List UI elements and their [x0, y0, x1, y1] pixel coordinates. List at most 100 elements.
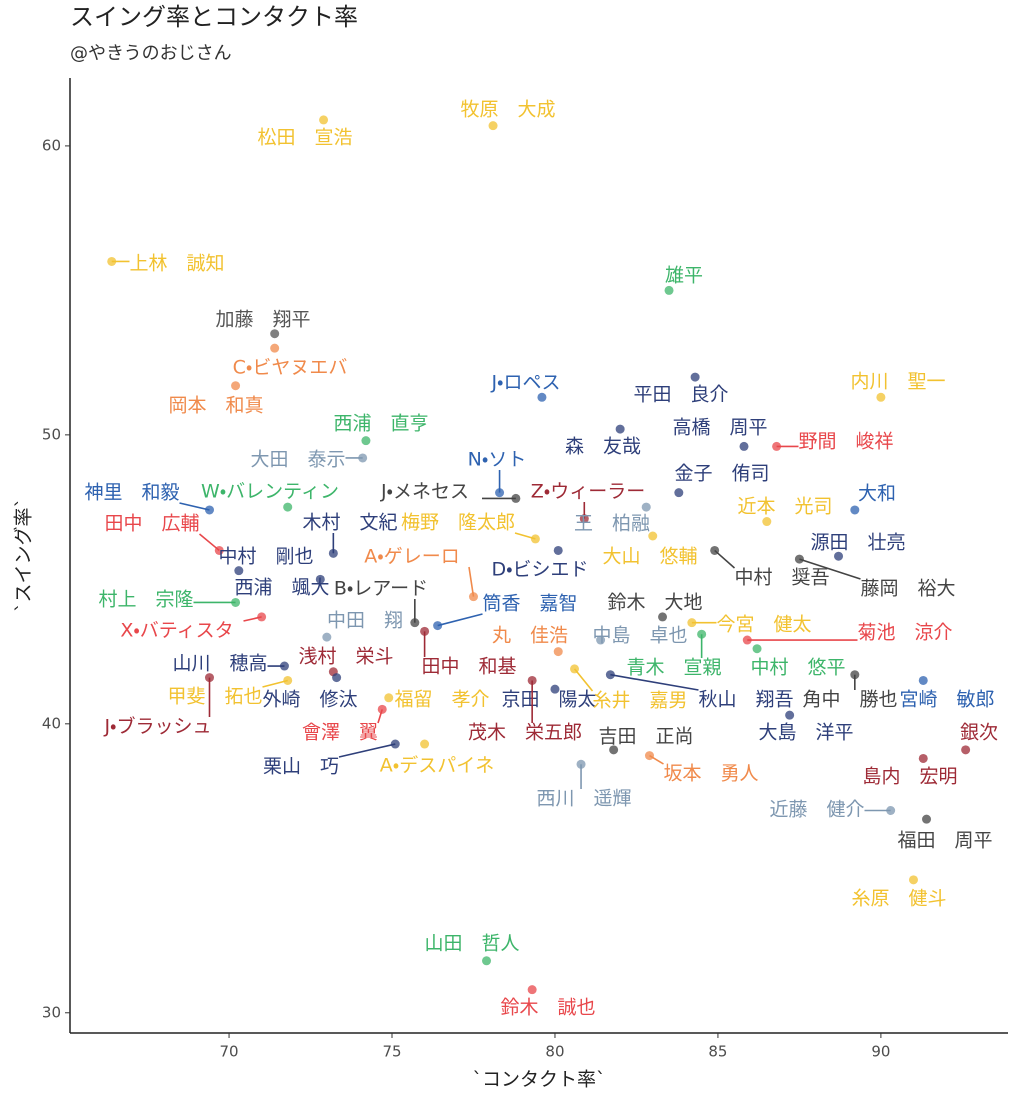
point-label: Z・ウィーラー [531, 481, 645, 503]
point-label: J・ブラッシュ [103, 715, 211, 738]
point-label: 西浦 直亨 [333, 413, 428, 435]
point-label: J・ロペス [490, 372, 560, 394]
point [886, 806, 896, 816]
point-label: 山田 哲人 [424, 933, 519, 955]
point [850, 670, 860, 680]
x-tick-label: 80 [545, 1043, 564, 1061]
point [687, 618, 697, 628]
leader-line [179, 502, 210, 511]
point-label: 銀次 [960, 722, 998, 744]
point [794, 554, 804, 564]
point [214, 545, 224, 555]
point-label: 西浦 颯大 [234, 577, 329, 599]
y-axis-label: `スイング率` [13, 498, 35, 612]
point-label: 源田 壮亮 [810, 532, 905, 554]
point [664, 285, 674, 295]
point-label: 秋山 翔吾 [698, 689, 793, 711]
point-label: 青木 宣親 [626, 657, 721, 679]
point [390, 739, 400, 749]
point [918, 753, 928, 763]
point-label: 大田 泰示 [250, 449, 345, 471]
point-label: 坂本 勇人 [663, 763, 758, 785]
point-label: 大和 [858, 483, 896, 505]
point-label: 菊池 涼介 [857, 622, 952, 644]
point-label: 糸原 健斗 [851, 888, 946, 910]
point-label: 中村 剛也 [218, 546, 313, 568]
point-label: 外崎 修汰 [262, 689, 357, 711]
point-label: 中島 卓也 [592, 625, 687, 647]
point [283, 675, 293, 685]
point-label: 藤岡 裕大 [860, 578, 955, 600]
point [918, 675, 928, 685]
point [361, 436, 371, 446]
point [527, 985, 537, 995]
point [648, 531, 658, 541]
point [553, 647, 563, 657]
x-tick-label: 70 [220, 1043, 239, 1061]
point [482, 956, 492, 966]
point-label: 野間 峻祥 [798, 431, 893, 453]
point [234, 566, 244, 576]
point [579, 514, 589, 524]
point-label: 浅村 栄斗 [298, 646, 393, 668]
point-label: 森 友哉 [565, 436, 641, 458]
point-label: 村上 宗隆 [98, 589, 193, 611]
point [279, 661, 289, 671]
point-label: 鈴木 誠也 [500, 997, 595, 1019]
y-tick-label: 60 [42, 136, 61, 154]
point [204, 505, 214, 515]
point-label: 内川 聖一 [850, 371, 945, 393]
point-label: X・バティスタ [120, 620, 233, 642]
point [609, 745, 619, 755]
leader-line [573, 668, 594, 692]
point-label: 平田 良介 [633, 384, 728, 406]
point-label: 近本 光司 [737, 496, 832, 518]
point [690, 372, 700, 382]
point-label: 梅野 隆太郎 [401, 512, 515, 534]
point [710, 545, 720, 555]
point [762, 517, 772, 527]
point [231, 597, 241, 607]
leader-line [799, 558, 861, 580]
point [742, 635, 752, 645]
point-label: 松田 宣浩 [257, 127, 352, 149]
point [332, 673, 342, 683]
point [570, 664, 580, 674]
point [319, 115, 329, 125]
point-label: 甲斐 拓也 [167, 686, 262, 708]
point [850, 505, 860, 515]
point-label: 高橋 周平 [672, 417, 767, 439]
point [876, 392, 886, 402]
point-label: 茂木 栄五郎 [468, 722, 582, 744]
point [530, 534, 540, 544]
point-label: 今宮 健太 [716, 614, 811, 636]
point [420, 739, 430, 749]
point [908, 875, 918, 885]
point-label: 中田 翔 [327, 610, 403, 632]
point [605, 670, 615, 680]
point [204, 673, 214, 683]
point-label: 吉田 正尚 [598, 726, 693, 748]
point [527, 675, 537, 685]
point [495, 488, 505, 498]
point-label: 上林 誠知 [129, 253, 224, 275]
point-label: 筒香 嘉智 [482, 593, 577, 615]
point [553, 545, 563, 555]
point [697, 629, 707, 639]
point [644, 751, 654, 761]
point-label: 宮崎 敏郎 [899, 689, 994, 711]
point [488, 121, 498, 131]
x-tick-label: 75 [382, 1043, 401, 1061]
point [107, 256, 117, 266]
point-label: 木村 文紀 [302, 512, 397, 534]
leader-line [437, 613, 483, 627]
point-label: 雄平 [665, 265, 703, 287]
chart-subtitle: @やきうのおじさん [70, 43, 232, 64]
point-label: 大島 洋平 [758, 722, 853, 744]
leader-line [468, 566, 475, 597]
point-label: 岡本 和真 [168, 395, 263, 417]
point-label: A・デスパイネ [380, 755, 494, 777]
point [596, 635, 606, 645]
point-label: D・ビシエド [491, 559, 588, 581]
point [410, 618, 420, 628]
